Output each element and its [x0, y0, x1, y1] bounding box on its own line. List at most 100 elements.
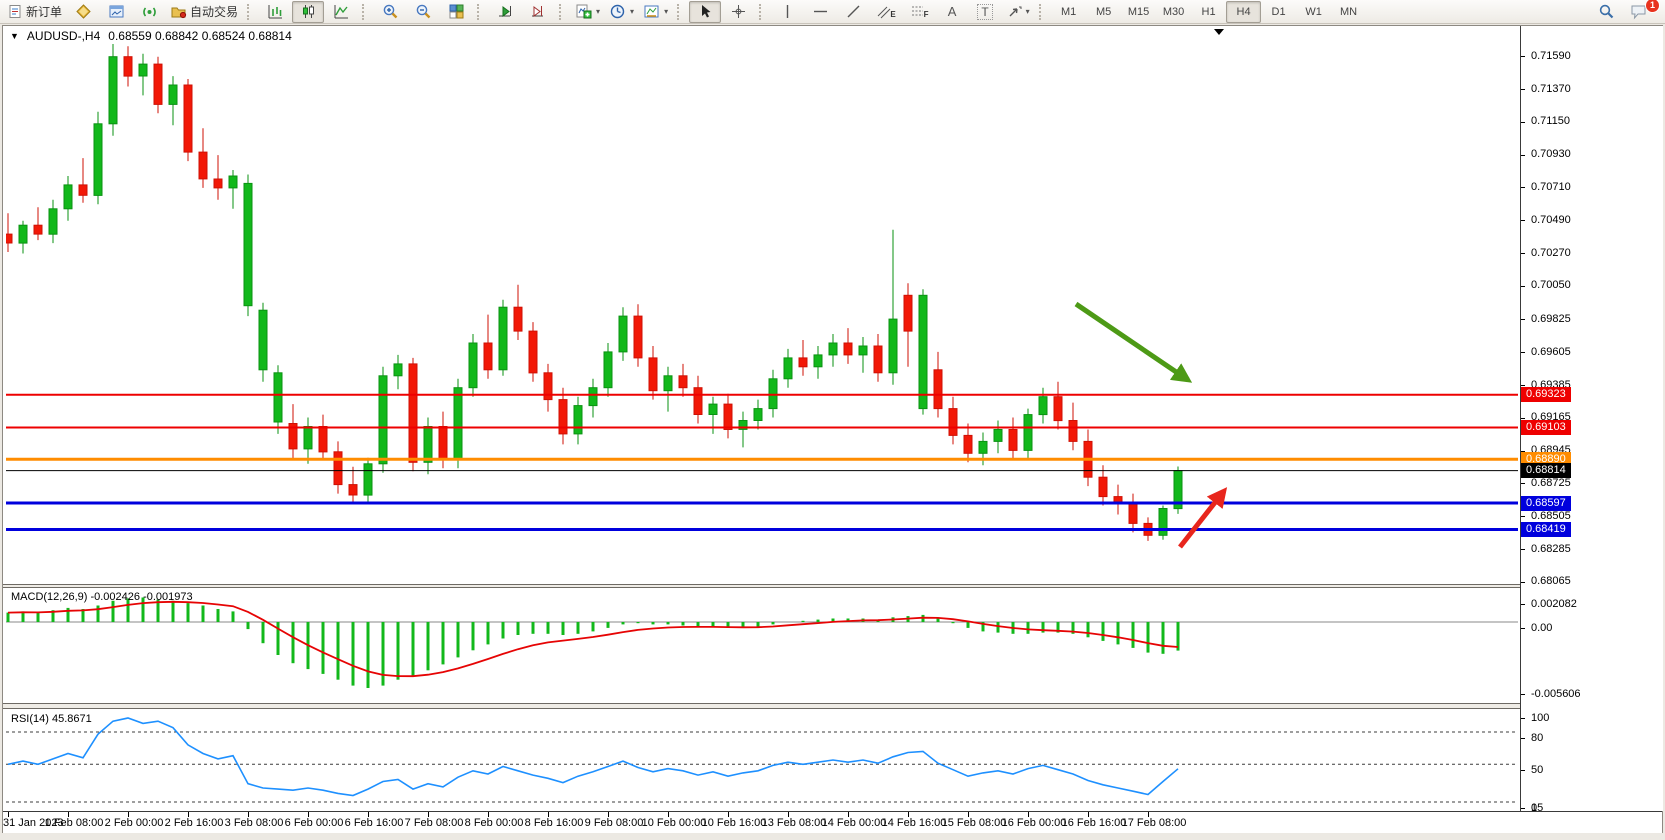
timeframe-m30-button[interactable]: M30 [1162, 5, 1185, 18]
candlestick-chart-button[interactable] [292, 0, 325, 23]
rsi-axis-label: 50 [1531, 764, 1544, 777]
price-axis-label: 0.71150 [1531, 115, 1570, 128]
time-axis-label: 16 Feb 00:00 [1001, 817, 1067, 829]
time-axis-label: 8 Feb 16:00 [524, 817, 584, 829]
time-axis-label: 7 Feb 08:00 [404, 817, 464, 829]
community-button[interactable]: 1 [1623, 0, 1660, 23]
indicators-dropdown-caret: ▾ [596, 7, 601, 16]
price-chart-panel[interactable] [6, 44, 1518, 585]
text-tool-button[interactable]: A [936, 1, 968, 23]
toolbar-grip [677, 3, 684, 20]
price-axis-label: 0.68725 [1531, 476, 1571, 489]
time-axis-tick [188, 812, 189, 817]
time-axis-tick [608, 812, 609, 817]
window-bottom-edge [0, 833, 1665, 840]
crosshair-button[interactable] [722, 1, 754, 23]
timeframe-h4-button[interactable]: H4 [1226, 0, 1262, 23]
rsi-axis-label: 0 [1531, 802, 1538, 814]
time-axis-tick [428, 812, 429, 817]
price-tag-resistance-1: 0.69323 [1521, 387, 1571, 403]
price-axis-border [1520, 26, 1521, 811]
rsi-axis-tick [1520, 718, 1525, 719]
cursor-icon [698, 4, 713, 19]
price-axis-tick [1520, 285, 1525, 287]
time-axis-tick [248, 812, 249, 817]
price-axis-tick [1520, 89, 1525, 90]
tile-windows-button[interactable] [440, 1, 472, 23]
price-axis-label: 0.68065 [1531, 575, 1571, 588]
clock-icon [609, 3, 626, 20]
signals-icon [141, 3, 158, 20]
timeframe-w1-button[interactable]: W1 [1305, 5, 1322, 18]
time-axis-label: 2 Feb 00:00 [104, 817, 164, 829]
time-axis-tick [308, 812, 309, 817]
time-axis-label: 6 Feb 16:00 [344, 817, 404, 829]
timeframe-m15-button[interactable]: M15 [1127, 5, 1150, 18]
arrows-tool-button[interactable]: ▾ [1002, 1, 1034, 23]
time-axis[interactable]: 31 Jan 2023 1 Feb 08:00 2 Feb 00:00 2 Feb 1… [3, 811, 1662, 833]
rsi-axis-label: 15 [1531, 802, 1544, 814]
time-axis-tick [1088, 812, 1089, 817]
zoom-out-button[interactable] [407, 1, 439, 23]
new-order-button[interactable]: 新订单 [4, 1, 66, 23]
price-axis-tick [1520, 154, 1525, 156]
search-button[interactable] [1590, 1, 1622, 23]
timeframe-m5-button[interactable]: M5 [1095, 5, 1112, 18]
time-axis-tick [1148, 812, 1149, 817]
chart-title-caret[interactable]: ▼ [10, 31, 19, 41]
macd-panel[interactable] [6, 588, 1518, 703]
zoom-in-icon [382, 3, 399, 20]
horizontal-line-tool-button[interactable] [804, 1, 836, 23]
data-window-button[interactable] [100, 1, 132, 23]
channel-tool-button[interactable]: E [870, 1, 902, 23]
time-axis-label: 10 Feb 16:00 [701, 817, 767, 829]
time-axis-label: 8 Feb 00:00 [464, 817, 524, 829]
templates-icon [643, 3, 660, 20]
indicators-button[interactable]: ▾ [571, 1, 604, 23]
fibonacci-letter: F [923, 10, 929, 19]
label-tool-icon: T [977, 3, 993, 20]
timeframe-mn-button[interactable]: MN [1340, 5, 1358, 18]
autotrading-label: 自动交易 [190, 5, 239, 19]
zoom-in-button[interactable] [374, 1, 406, 23]
price-axis[interactable]: 0.71590 0.71370 0.71150 0.70930 0.70710 0.704… [1520, 26, 1663, 814]
label-tool-button[interactable]: T [969, 1, 1001, 23]
templates-button[interactable]: ▾ [639, 1, 672, 23]
time-axis-label: 9 Feb 08:00 [584, 817, 644, 829]
line-chart-button[interactable] [325, 1, 357, 23]
channel-letter: E [890, 10, 896, 19]
periods-button[interactable]: ▾ [605, 1, 638, 23]
auto-scroll-button[interactable] [489, 1, 521, 23]
autotrading-button[interactable]: 自动交易 [166, 1, 242, 23]
panel-splitter[interactable] [3, 584, 1662, 588]
timeframe-h1-button[interactable]: H1 [1201, 5, 1216, 18]
cursor-button[interactable] [689, 0, 722, 23]
time-axis-label: 10 Feb 00:00 [641, 817, 707, 829]
arrows-dropdown-caret: ▾ [1025, 7, 1030, 16]
rsi-axis-tick [1520, 808, 1525, 809]
fibonacci-tool-button[interactable]: F [903, 1, 935, 23]
price-tag-pivot: 0.68890 [1521, 451, 1571, 467]
arrows-tool-icon [1007, 4, 1022, 19]
toolbar-grip [759, 3, 766, 20]
market-watch-button[interactable] [67, 1, 99, 23]
toolbar-grip [362, 3, 369, 20]
price-axis-label: 0.68285 [1531, 542, 1571, 555]
price-axis-tick [1520, 121, 1525, 123]
time-axis-tick [848, 812, 849, 817]
rsi-axis-label: 100 [1531, 712, 1550, 724]
price-axis-label: 0.70710 [1531, 180, 1571, 193]
trendline-tool-button[interactable] [837, 1, 869, 23]
rsi-panel[interactable] [6, 710, 1518, 810]
vertical-line-tool-button[interactable] [771, 1, 803, 23]
chart-shift-button[interactable] [522, 1, 554, 23]
bar-chart-icon [267, 3, 284, 20]
panel-splitter[interactable] [3, 703, 1662, 709]
timeframe-d1-button[interactable]: D1 [1271, 5, 1286, 18]
price-axis-label: 0.69825 [1531, 312, 1571, 325]
timeframe-m1-button[interactable]: M1 [1060, 5, 1077, 18]
bar-chart-button[interactable] [259, 1, 291, 23]
signals-button[interactable] [133, 1, 165, 23]
rsi-axis-label: 80 [1531, 732, 1544, 744]
chart-shift-marker[interactable] [1214, 29, 1224, 35]
